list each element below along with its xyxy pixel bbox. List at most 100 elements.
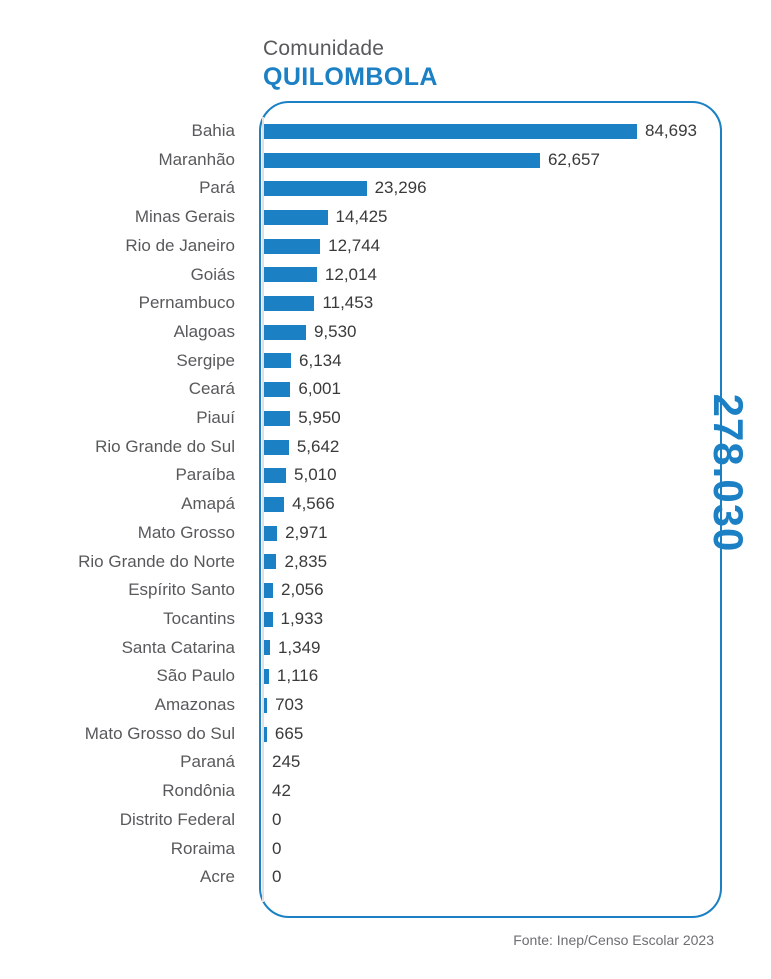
bar-value-label: 0 (272, 809, 282, 829)
bar-value-label: 245 (272, 752, 301, 772)
bar-value-label: 2,971 (285, 522, 328, 542)
bar (264, 468, 287, 484)
bar-and-value: 5,010 (264, 461, 337, 490)
total-figure-value: 278.030 (705, 393, 752, 553)
bar (264, 496, 285, 512)
bar-category-label: Paraná (180, 752, 235, 772)
bar (264, 640, 270, 656)
bar-and-value: 11,453 (264, 289, 373, 318)
bar-and-value: 665 (264, 720, 303, 749)
bar-category-label: Rondônia (162, 781, 235, 801)
bar-value-label: 23,296 (374, 178, 427, 198)
bar-value-label: 1,349 (277, 637, 321, 657)
bar-row: Mato Grosso do Sul 665 (0, 720, 771, 749)
bar (264, 152, 540, 168)
bar (264, 353, 292, 369)
bar (264, 726, 267, 742)
bar (264, 669, 269, 685)
bar-and-value: 4,566 (264, 490, 335, 519)
bar-value-label: 84,693 (645, 121, 697, 140)
bar-category-label: Rio Grande do Sul (95, 436, 235, 456)
bar-value-label: 5,010 (294, 465, 337, 485)
bar-category-label: Mato Grosso do Sul (84, 723, 235, 743)
bar-and-value: 9,530 (264, 318, 357, 347)
bar-row: Distrito Federal 0 (0, 806, 771, 835)
chart-title-block: Comunidade QUILOMBOLA (263, 36, 693, 92)
bar (264, 439, 289, 455)
bar-row: Maranhão 62,657 (0, 146, 771, 175)
bar-value-label: 6,001 (298, 379, 341, 399)
bar (264, 209, 328, 225)
bar (264, 525, 278, 541)
bar-row: Paraná 245 (0, 748, 771, 777)
bar-category-label: Tocantins (163, 608, 235, 628)
bar-value-label: 12,014 (324, 264, 377, 284)
bar-category-label: Distrito Federal (119, 809, 235, 829)
bar-category-label: Goiás (190, 264, 235, 284)
bar-and-value: 84,693 (264, 117, 697, 146)
bar-value-label: 0 (272, 867, 282, 887)
bar-and-value: 1,349 (264, 634, 320, 663)
bar-category-label: Santa Catarina (121, 637, 235, 657)
bar-and-value: 12,014 (264, 261, 377, 290)
bar (264, 238, 321, 254)
bar-category-label: Bahia (191, 121, 235, 140)
bar-row: Mato Grosso 2,971 (0, 519, 771, 548)
bar-value-label: 665 (274, 723, 304, 743)
bar-value-label: 2,056 (281, 580, 324, 600)
bar-chart: Bahia 84,693 Maranhão 62,657 Pará 23,296 Minas… (0, 117, 771, 907)
bar-row: Pará 23,296 (0, 174, 771, 203)
bar-category-label: Minas Gerais (134, 207, 235, 227)
bar (264, 697, 268, 713)
bar (264, 611, 273, 627)
bar-and-value: 14,425 (264, 203, 388, 232)
bar-value-label: 2,835 (284, 551, 328, 571)
bar-and-value: 2,056 (264, 576, 324, 605)
title-line-comunidade: Comunidade (263, 37, 385, 60)
bar-value-label: 9,530 (313, 321, 357, 341)
bar-value-label: 14,425 (335, 207, 388, 227)
bar (264, 583, 274, 599)
bar-row: Paraíba 5,010 (0, 461, 771, 490)
bar-and-value: 0 (264, 863, 281, 892)
bar-and-value: 23,296 (264, 174, 427, 203)
bar-and-value: 0 (264, 835, 281, 864)
bar-and-value: 62,657 (264, 146, 600, 175)
bar-row: Bahia 84,693 (0, 117, 771, 146)
bar-row: Santa Catarina 1,349 (0, 634, 771, 663)
bar-row: São Paulo 1,116 (0, 662, 771, 691)
bar-row: Espírito Santo 2,056 (0, 576, 771, 605)
bar-value-label: 1,933 (280, 608, 324, 628)
bar-category-label: Amapá (181, 494, 235, 514)
bar-value-label: 4,566 (292, 494, 335, 514)
bar-category-label: São Paulo (156, 666, 235, 686)
bar-row: Acre 0 (0, 863, 771, 892)
bar-value-label: 12,744 (328, 235, 381, 255)
bar-row: Ceará 6,001 (0, 375, 771, 404)
bar-row: Rio Grande do Sul 5,642 (0, 433, 771, 462)
bar-row: Amapá 4,566 (0, 490, 771, 519)
source-note: Fonte: Inep/Censo Escolar 2023 (513, 932, 714, 948)
bar (264, 267, 317, 283)
bar-and-value: 245 (264, 748, 300, 777)
bar-category-label: Roraima (170, 838, 235, 858)
bar (264, 181, 367, 197)
bar (264, 382, 291, 398)
total-figure: 278.030 (700, 368, 756, 578)
bar-value-label: 62,657 (547, 149, 600, 169)
bar-category-label: Alagoas (173, 321, 235, 341)
bar-and-value: 2,835 (264, 548, 327, 577)
bar-category-label: Mato Grosso (137, 522, 235, 542)
bar-and-value: 5,950 (264, 404, 341, 433)
bar-row: Rio Grande do Norte 2,835 (0, 548, 771, 577)
bar-and-value: 2,971 (264, 519, 328, 548)
y-axis-line (262, 117, 264, 902)
bar-category-label: Amazonas (154, 695, 235, 714)
bar-value-label: 11,453 (322, 293, 374, 313)
bar (264, 554, 277, 570)
bar (264, 410, 291, 426)
bar-value-label: 6,134 (299, 350, 342, 370)
bar-and-value: 42 (264, 777, 291, 806)
bar-and-value: 1,116 (264, 662, 318, 691)
